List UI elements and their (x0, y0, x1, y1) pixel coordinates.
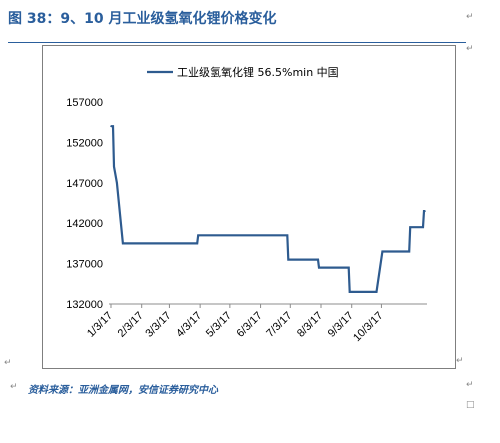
paragraph-mark: ↵ (4, 358, 12, 368)
y-tick-label: 142000 (66, 218, 103, 230)
x-tick-label: 7/3/17 (264, 310, 294, 340)
x-tick-label: 4/3/17 (174, 310, 204, 340)
paragraph-mark: ↵ (10, 382, 18, 392)
paragraph-mark: ↵ (466, 380, 474, 390)
data-point (422, 226, 424, 228)
data-point (348, 291, 351, 293)
data-point (110, 125, 112, 127)
data-point (113, 165, 115, 168)
figure-title: 图 38：9、10 月工业级氢氧化锂价格变化 (8, 11, 277, 27)
data-point (347, 266, 350, 269)
x-tick-label: 5/3/17 (204, 310, 234, 340)
line-chart: 132000 137000 142000 147000 152000 157000 1/3/… (66, 65, 427, 344)
data-point (112, 125, 114, 127)
series-line (111, 125, 426, 293)
data-point (409, 226, 412, 228)
title-rule (8, 42, 466, 43)
y-tick-label: 132000 (66, 299, 103, 311)
data-point (116, 182, 118, 184)
paragraph-mark: ↵ (466, 12, 474, 22)
x-tick-label: 10/3/17 (351, 310, 385, 344)
x-tick-label: 1/3/17 (85, 310, 115, 340)
x-tick-label: 2/3/17 (116, 310, 146, 340)
data-point (197, 234, 199, 237)
data-point (375, 291, 378, 293)
cell-end-mark: □ (466, 400, 475, 410)
y-tick-label: 137000 (66, 259, 103, 271)
data-point (381, 250, 384, 253)
x-tick-label: 3/3/17 (143, 310, 173, 340)
chart-frame: 132000 137000 142000 147000 152000 157000 1/3/… (42, 45, 456, 369)
data-point (287, 258, 290, 261)
source-note: 资料来源：亚洲金属网，安信证券研究中心 (28, 385, 218, 396)
y-tick-label: 157000 (66, 97, 103, 109)
data-point (286, 234, 289, 237)
data-point (408, 250, 411, 253)
data-point (424, 210, 426, 212)
data-point (122, 242, 124, 245)
data-point (196, 242, 198, 245)
paragraph-mark: ↵ (466, 44, 474, 54)
data-point (318, 266, 320, 269)
legend-label: 工业级氢氧化锂 56.5%min 中国 (177, 65, 339, 79)
y-tick-label: 152000 (66, 137, 103, 149)
x-tick-label: 8/3/17 (295, 310, 325, 340)
paragraph-mark: ↵ (456, 356, 464, 366)
y-tick-label: 147000 (66, 178, 103, 190)
data-point (317, 258, 319, 261)
x-tick-label: 6/3/17 (235, 310, 265, 340)
